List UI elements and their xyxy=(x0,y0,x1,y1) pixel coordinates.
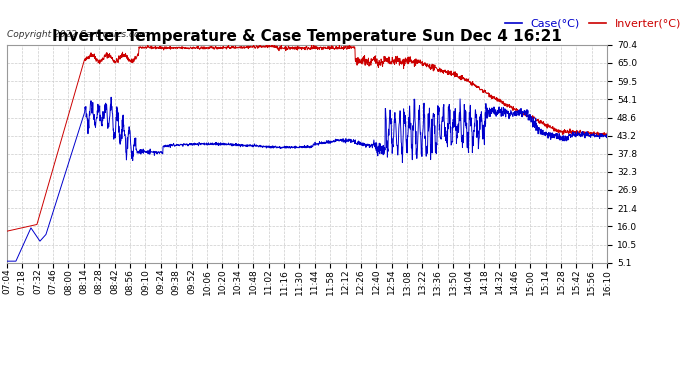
Title: Inverter Temperature & Case Temperature Sun Dec 4 16:21: Inverter Temperature & Case Temperature … xyxy=(52,29,562,44)
Text: Copyright 2022 Cartronics.com: Copyright 2022 Cartronics.com xyxy=(7,30,148,39)
Legend: Case(°C), Inverter(°C): Case(°C), Inverter(°C) xyxy=(501,15,685,33)
